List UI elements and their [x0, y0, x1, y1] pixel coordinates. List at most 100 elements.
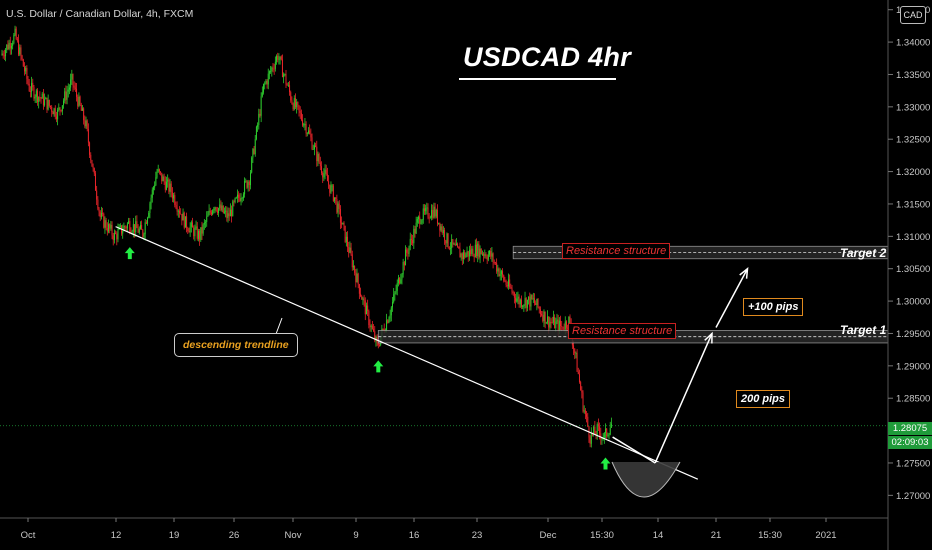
candle-body — [465, 254, 467, 258]
candle-body — [291, 100, 293, 104]
candle-body — [290, 92, 292, 101]
candle — [517, 291, 519, 305]
candle — [428, 213, 430, 224]
candle-body — [605, 428, 606, 434]
candle-body — [485, 254, 487, 258]
candle-body — [286, 84, 288, 86]
candle — [552, 310, 554, 326]
candle-body — [525, 298, 527, 308]
candle — [522, 304, 524, 310]
candle — [42, 89, 44, 110]
candle-body — [106, 228, 108, 232]
candle-body — [119, 225, 121, 227]
candle — [425, 204, 427, 215]
candle — [142, 228, 144, 239]
y-tick-label: 1.32500 — [896, 135, 930, 146]
countdown-tag: 02:09:03 — [888, 436, 932, 449]
candle — [453, 242, 455, 245]
candle-body — [499, 274, 501, 277]
candle — [457, 242, 459, 248]
currency-badge[interactable]: CAD — [900, 6, 926, 24]
candle — [71, 69, 73, 85]
candle-body — [52, 111, 54, 115]
candle — [578, 369, 580, 384]
candle — [545, 321, 547, 324]
candle — [480, 248, 482, 255]
candle-body — [335, 197, 337, 200]
candle-body — [483, 253, 485, 256]
candle — [446, 232, 448, 248]
projection-arrow-2-head — [739, 267, 749, 279]
candle — [226, 206, 228, 222]
candle-body — [537, 298, 539, 308]
candle — [543, 309, 545, 328]
candle — [584, 408, 586, 420]
candle — [575, 351, 577, 359]
candle — [121, 225, 123, 236]
candle-body — [607, 435, 609, 437]
candle — [102, 207, 104, 217]
candle — [393, 287, 395, 304]
candle-body — [505, 281, 507, 286]
candle — [221, 202, 223, 213]
candle-body — [253, 148, 255, 154]
candle — [472, 245, 474, 257]
candle — [438, 222, 440, 225]
candle-body — [558, 320, 560, 331]
candle — [503, 274, 505, 283]
candle — [195, 220, 197, 230]
candle — [600, 427, 602, 445]
y-tick-label: 1.28500 — [896, 394, 930, 405]
candle — [2, 50, 4, 59]
pips-200-label: 200 pips — [736, 390, 791, 408]
candle — [197, 228, 199, 242]
candle-body — [468, 249, 470, 257]
candle — [449, 242, 451, 256]
candle — [293, 95, 295, 111]
candle-body — [113, 232, 115, 241]
candle-body — [596, 424, 598, 435]
candle — [84, 115, 86, 129]
candle-body — [310, 133, 312, 138]
candle-body — [493, 262, 495, 263]
candle-body — [436, 209, 438, 224]
candle — [519, 298, 521, 308]
candle-body — [63, 100, 65, 106]
candle-body — [590, 432, 592, 444]
candle — [484, 249, 486, 259]
candle — [39, 91, 41, 102]
candle — [79, 95, 81, 107]
candle — [434, 202, 436, 219]
candle — [374, 326, 376, 343]
candle-body — [342, 222, 344, 225]
candle-body — [298, 105, 300, 111]
candle — [229, 203, 231, 217]
candle — [216, 206, 218, 216]
candle-body — [337, 203, 339, 213]
candle — [485, 252, 487, 259]
candle — [328, 175, 330, 189]
candle — [97, 196, 99, 211]
candle — [161, 172, 163, 185]
candle-body — [427, 207, 429, 218]
candle — [461, 252, 463, 266]
candle — [392, 297, 393, 312]
candle — [525, 297, 527, 312]
candle-body — [371, 325, 373, 330]
candle — [171, 187, 173, 203]
candle — [189, 222, 191, 237]
candle-body — [523, 304, 525, 306]
candle-body — [422, 208, 424, 220]
candle — [516, 292, 518, 303]
candle — [130, 227, 132, 233]
candle-body — [22, 59, 24, 67]
candle — [539, 306, 541, 318]
candle-body — [348, 247, 350, 253]
candle — [444, 227, 446, 245]
candle-body — [92, 166, 94, 169]
candle-body — [215, 207, 217, 211]
candle — [176, 201, 178, 216]
candle-body — [455, 243, 457, 246]
candle — [147, 216, 149, 226]
